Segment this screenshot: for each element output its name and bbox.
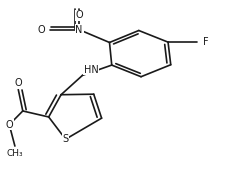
Text: O: O — [75, 10, 83, 20]
Text: HN: HN — [83, 65, 98, 74]
Text: F: F — [202, 37, 208, 47]
Text: N: N — [75, 25, 82, 35]
Text: S: S — [62, 134, 68, 144]
Text: O: O — [5, 120, 13, 130]
Text: O: O — [37, 25, 45, 35]
Text: CH₃: CH₃ — [7, 149, 23, 159]
Text: O: O — [14, 78, 22, 88]
